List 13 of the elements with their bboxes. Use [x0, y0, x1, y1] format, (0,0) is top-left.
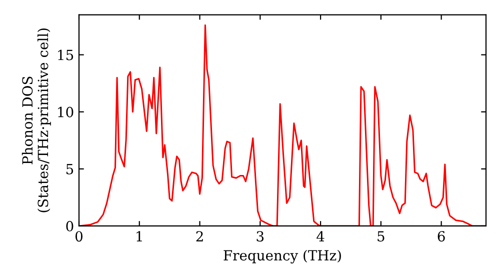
x-tick-label: 1 — [136, 231, 142, 242]
x-tick-label: 0 — [75, 231, 82, 242]
x-tick-label: 5 — [378, 231, 384, 242]
y-tick-label: 0 — [66, 220, 74, 232]
y-tick-label: 5 — [66, 164, 74, 174]
x-tick-label: 3 — [256, 231, 264, 242]
x-tick-label: 4 — [316, 231, 324, 242]
x-tick-label: 2 — [196, 231, 203, 242]
y-tick-label: 10 — [58, 106, 74, 118]
x-tick-label: 6 — [438, 231, 445, 242]
x-axis-title: Frequency (THz) — [224, 250, 341, 264]
y-axis-title: Phonon DOS (States/THz·primitive cell) — [22, 28, 51, 212]
y-tick-label: 15 — [58, 50, 74, 60]
